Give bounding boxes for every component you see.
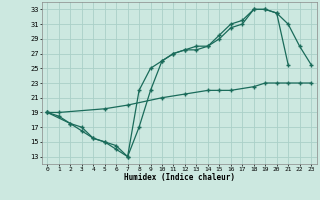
X-axis label: Humidex (Indice chaleur): Humidex (Indice chaleur) (124, 173, 235, 182)
